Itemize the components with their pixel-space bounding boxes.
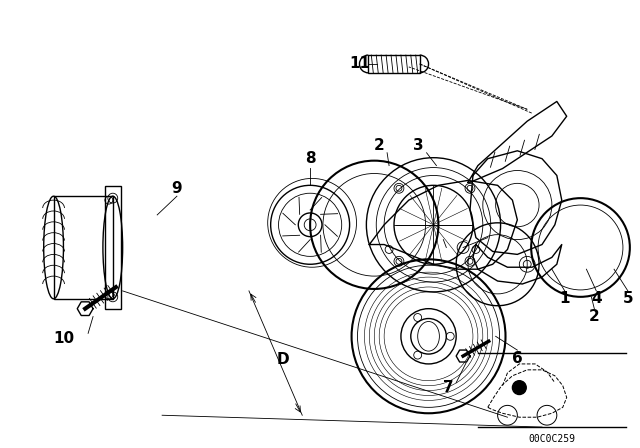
Bar bbox=[54, 196, 113, 299]
Text: 2: 2 bbox=[589, 309, 600, 324]
Text: 6: 6 bbox=[512, 350, 523, 366]
Text: 00C0C259: 00C0C259 bbox=[529, 434, 575, 444]
Text: 2: 2 bbox=[374, 138, 385, 153]
Text: 10: 10 bbox=[53, 331, 74, 346]
Text: 5: 5 bbox=[623, 291, 633, 306]
Text: 11: 11 bbox=[349, 56, 370, 72]
Text: 8: 8 bbox=[305, 151, 316, 166]
Text: 7: 7 bbox=[443, 380, 454, 395]
Text: 1: 1 bbox=[559, 291, 570, 306]
Bar bbox=[105, 186, 121, 309]
Text: 9: 9 bbox=[172, 181, 182, 196]
Text: 4: 4 bbox=[591, 291, 602, 306]
Circle shape bbox=[513, 381, 526, 395]
Text: D: D bbox=[276, 353, 289, 367]
Text: 3: 3 bbox=[413, 138, 424, 153]
Bar bbox=[369, 55, 420, 73]
